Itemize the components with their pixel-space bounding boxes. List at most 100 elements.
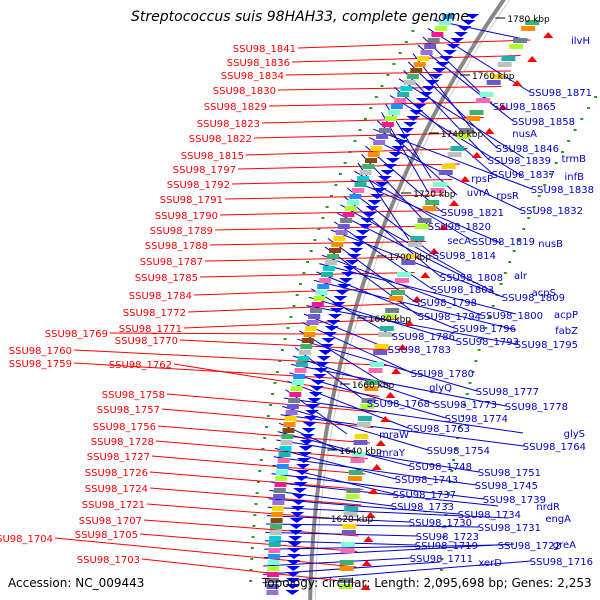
- minus-strand-arrow: [289, 524, 304, 529]
- gc-dot-outer: [474, 360, 478, 362]
- gc-dot-inner: [404, 41, 408, 43]
- minus-strand-arrow: [415, 98, 430, 103]
- gc-dot-outer: [554, 162, 558, 164]
- cog-block-plus: [456, 134, 471, 139]
- gc-dot-inner: [258, 470, 262, 472]
- plus-strand-arrow: [512, 80, 523, 86]
- right-gene-label: SSU98_1786: [392, 332, 455, 343]
- gc-dot-inner: [283, 338, 287, 340]
- right-gene-label: SSU98_1737: [393, 490, 456, 501]
- left-gene-label: SSU98_1792: [167, 180, 230, 191]
- right-gene-label: SSU98_1858: [512, 117, 575, 128]
- left-label-connector: [285, 70, 511, 76]
- right-gene-label: SSU98_1731: [478, 523, 541, 534]
- gene-labels: SSU98_1841 SSU98_1836 SSU98_1834 SSU98_1830…: [0, 36, 594, 569]
- minus-strand-arrow: [337, 284, 352, 289]
- right-gene-label: SSU98_1743: [395, 475, 458, 486]
- minus-strand-arrow: [418, 92, 433, 97]
- right-gene-label: SSU98_1838: [531, 185, 594, 196]
- left-gene-label: SSU98_1759: [9, 359, 72, 370]
- right-gene-label: secA: [447, 236, 471, 247]
- minus-strand-arrow: [289, 518, 304, 523]
- cog-block-minus: [303, 332, 316, 337]
- minus-strand-arrow: [286, 554, 301, 559]
- minus-strand-arrow: [372, 188, 387, 193]
- cog-block-minus: [387, 110, 400, 115]
- left-gene-label: SSU98_1784: [129, 291, 192, 302]
- minus-strand-arrow: [377, 176, 392, 181]
- left-gene-label: SSU98_1705: [75, 530, 138, 541]
- cog-block-minus: [308, 314, 321, 319]
- cog-block-plus: [433, 182, 448, 187]
- cog-block-plus: [497, 62, 512, 67]
- left-gene-label: SSU98_1724: [85, 484, 148, 495]
- minus-strand-arrow: [422, 86, 437, 91]
- cog-block-minus: [315, 290, 328, 295]
- right-gene-label: SSU98_1723: [416, 532, 479, 543]
- minus-strand-arrow: [298, 446, 313, 451]
- gc-dot-inner: [353, 140, 357, 142]
- plus-strand-arrow: [471, 152, 482, 158]
- left-gene-label: SSU98_1727: [87, 452, 150, 463]
- gc-dot-inner: [265, 426, 268, 428]
- cog-block-minus: [354, 182, 367, 187]
- minus-strand-arrow: [305, 410, 320, 415]
- gc-dot-outer: [532, 206, 536, 208]
- gc-dot-outer: [512, 250, 516, 252]
- minus-strand-arrow: [292, 488, 307, 493]
- cog-block-plus: [338, 578, 353, 583]
- minus-strand-arrow: [316, 356, 331, 361]
- right-gene-label: SSU98_1719: [415, 541, 478, 552]
- gc-dot-outer: [537, 195, 541, 197]
- kbp-tick-label: 1780 kbp: [507, 15, 550, 25]
- cog-block-minus: [288, 398, 301, 403]
- gc-dot-outer: [450, 470, 454, 472]
- left-label-connector: [166, 393, 376, 413]
- cog-block-minus: [347, 200, 360, 205]
- cog-block-plus: [430, 188, 445, 193]
- cog-block-minus: [267, 560, 280, 565]
- left-label-connector: [268, 101, 493, 107]
- cog-block-minus: [280, 440, 293, 445]
- cog-block-plus: [338, 584, 353, 589]
- right-gene-label: SSU98_1809: [502, 293, 565, 304]
- right-gene-label: xerD: [478, 558, 502, 569]
- cog-block-minus: [284, 416, 297, 421]
- right-gene-label: SSU98_1774: [445, 414, 508, 425]
- plus-strand-arrow: [412, 296, 423, 302]
- minus-strand-arrow: [461, 20, 476, 25]
- left-gene-label: SSU98_1726: [85, 468, 148, 479]
- left-gene-label: SSU98_1823: [197, 119, 260, 130]
- cog-block-minus: [306, 320, 319, 325]
- cog-block-plus: [397, 272, 411, 277]
- gc-dot-outer: [499, 283, 503, 285]
- left-gene-label: SSU98_1836: [227, 58, 290, 69]
- gc-dot-outer: [448, 481, 452, 483]
- minus-strand-arrow: [347, 254, 362, 259]
- cog-block-minus: [352, 188, 364, 193]
- gc-dot-inner: [334, 184, 338, 186]
- left-label-connector: [209, 241, 426, 246]
- cog-block-minus: [373, 140, 386, 145]
- cog-block-plus: [466, 116, 481, 121]
- left-label-connector: [73, 362, 383, 382]
- right-gene-label: acpP: [554, 310, 578, 321]
- cog-block-plus: [425, 200, 440, 205]
- left-label-connector: [161, 408, 373, 428]
- left-gene-label: SSU98_1721: [82, 500, 145, 511]
- left-label-connector: [261, 117, 484, 124]
- right-gene-label: SSU98_1716: [530, 557, 593, 568]
- right-gene-label: SSU98_1800: [480, 311, 543, 322]
- right-gene-label: SSU98_1794: [418, 312, 481, 323]
- gc-dot-outer: [471, 371, 475, 373]
- gc-dot-outer: [527, 217, 531, 219]
- right-label-connector: [403, 70, 490, 161]
- minus-strand-arrow: [341, 272, 356, 277]
- gc-dot-inner: [259, 459, 263, 461]
- cog-block-minus: [394, 98, 407, 103]
- gc-dot-outer: [439, 569, 443, 571]
- right-label-connector: [373, 128, 533, 190]
- gc-dot-outer: [463, 404, 467, 406]
- cog-block-minus: [342, 212, 355, 217]
- plus-strand-arrow: [527, 56, 538, 62]
